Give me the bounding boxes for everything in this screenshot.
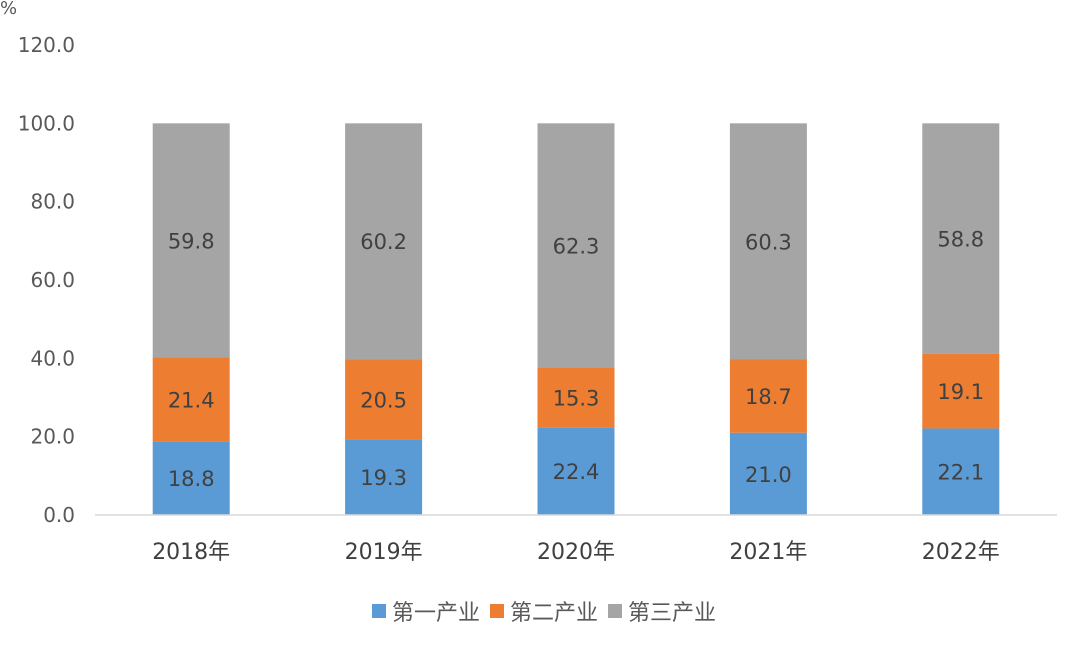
- legend: 第一产业 第二产业 第三产业: [0, 595, 1088, 627]
- bar-segment: [345, 359, 423, 440]
- legend-swatch: [608, 604, 622, 618]
- legend-item: 第一产业: [371, 595, 480, 627]
- bars: [152, 123, 1000, 515]
- y-axis-ticks: 0.0 20.0 40.0 60.0 80.0 100.0 120.0: [18, 33, 75, 527]
- data-label: 60.3: [745, 230, 792, 254]
- bar-segment: [729, 359, 807, 433]
- x-axis-labels: 2018年 2019年 2020年 2021年 2022年: [152, 540, 1000, 565]
- legend-item: 第二产业: [489, 595, 598, 627]
- legend-label: 第三产业: [628, 601, 717, 626]
- bar-segment: [537, 427, 615, 515]
- data-labels: 18.8 21.4 59.8 19.3 20.5 60.2 22.4 15.3 62.3 21.0…: [168, 227, 984, 491]
- y-tick-label: 60.0: [30, 268, 75, 292]
- data-label: 60.2: [360, 230, 407, 254]
- legend-item: 第三产业: [608, 595, 716, 627]
- x-tick-label: 2022年: [922, 540, 1000, 565]
- data-label: 21.0: [745, 463, 792, 487]
- y-axis-unit: %: [0, 0, 17, 19]
- data-label: 62.3: [553, 234, 600, 258]
- x-tick-label: 2019年: [345, 540, 423, 565]
- legend-label: 第二产业: [509, 601, 598, 626]
- x-tick-label: 2020年: [537, 540, 615, 565]
- bar-segment: [152, 123, 230, 358]
- bar-segment: [345, 439, 423, 515]
- legend-label: 第一产业: [391, 601, 480, 626]
- bar-segment: [537, 123, 615, 368]
- bar-segment: [152, 357, 230, 442]
- bar-segment: [922, 123, 1000, 354]
- data-label: 19.3: [360, 466, 407, 490]
- x-tick-label: 2018年: [152, 540, 230, 565]
- bar-segment: [345, 123, 423, 360]
- data-label: 18.7: [745, 385, 792, 409]
- data-label: 58.8: [937, 227, 984, 251]
- data-label: 15.3: [553, 386, 600, 410]
- legend-swatch: [371, 604, 386, 618]
- y-tick-label: 20.0: [30, 425, 75, 449]
- data-label: 22.1: [937, 461, 984, 485]
- y-tick-label: 80.0: [30, 190, 75, 214]
- bar-segment: [729, 432, 807, 515]
- data-label: 20.5: [360, 388, 407, 412]
- legend-swatch: [489, 604, 504, 618]
- bar-segment: [922, 353, 1000, 429]
- data-label: 19.1: [937, 380, 984, 404]
- data-label: 21.4: [168, 388, 215, 412]
- bar-segment: [537, 367, 615, 428]
- bar-segment: [729, 123, 807, 360]
- y-tick-label: 120.0: [18, 33, 75, 57]
- y-tick-label: 40.0: [30, 346, 75, 370]
- stacked-bar-chart: % 0.0 20.0 40.0 60.0 80.0 100.0 120.0 18.8 21.4…: [0, 0, 1057, 565]
- y-tick-label: 0.0: [43, 503, 75, 527]
- x-tick-label: 2021年: [729, 540, 807, 565]
- data-label: 18.8: [168, 467, 215, 491]
- data-label: 59.8: [168, 229, 215, 253]
- bar-segment: [152, 441, 230, 515]
- bar-segment: [922, 428, 1000, 515]
- y-tick-label: 100.0: [18, 111, 75, 135]
- data-label: 22.4: [553, 460, 600, 484]
